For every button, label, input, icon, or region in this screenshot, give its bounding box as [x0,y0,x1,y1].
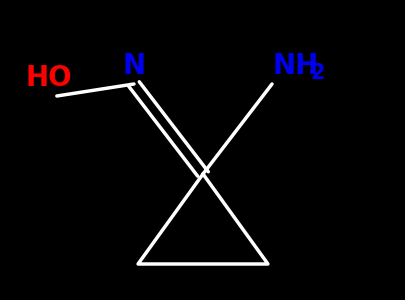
Text: HO: HO [26,64,72,92]
Text: 2: 2 [310,63,324,82]
Text: N: N [122,52,145,80]
Text: NH: NH [271,52,318,80]
